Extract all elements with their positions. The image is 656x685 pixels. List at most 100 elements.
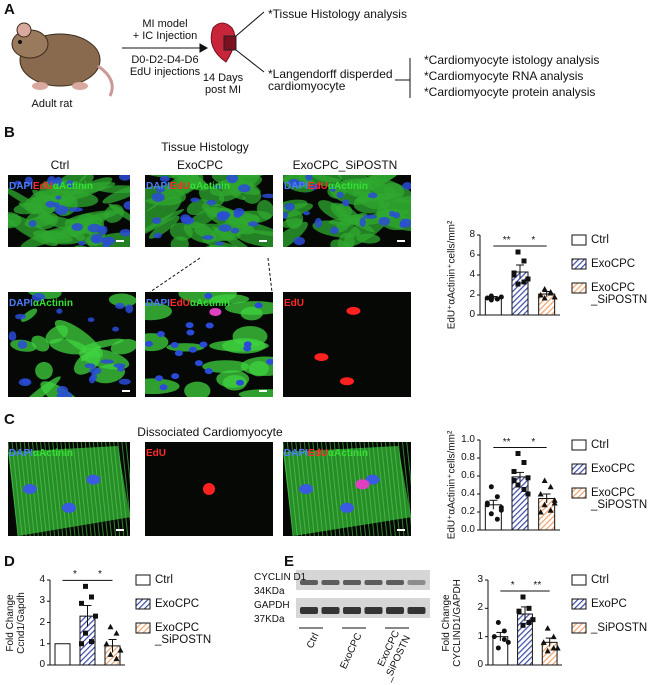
striation (48, 442, 60, 536)
striation (333, 442, 345, 536)
y-tick-label: 0.0 (461, 524, 475, 535)
data-point (501, 628, 507, 634)
branch-label: *Tissue Histology analysis (268, 7, 407, 21)
data-point (103, 640, 110, 647)
y-tick-label: 2 (39, 616, 45, 628)
data-point (526, 620, 532, 625)
stain-name: DAPI (9, 448, 33, 459)
striation (283, 442, 294, 536)
stain-name: αActinin (327, 181, 368, 192)
striation (337, 442, 349, 536)
significance-label: * (98, 569, 102, 581)
data-point (494, 296, 500, 302)
legend-label: ExoCPC _SiPOSTN (591, 487, 648, 511)
blot-band (407, 607, 426, 614)
stain-name: DAPI (146, 181, 170, 192)
nucleus (145, 340, 153, 347)
striation (44, 442, 56, 536)
stain-name: αActinin (189, 181, 230, 192)
data-point (537, 509, 544, 515)
striation (84, 442, 96, 536)
legend-swatch (571, 574, 587, 586)
y-axis-label: Fold Change CYCLIND1/GAPDH (441, 578, 463, 667)
data-point (79, 600, 84, 606)
nucleus (84, 363, 96, 369)
striation (40, 442, 52, 536)
fiber (20, 308, 38, 322)
nucleus (155, 187, 166, 193)
data-point (547, 290, 554, 296)
fiber (173, 180, 192, 194)
legend-swatch (135, 598, 151, 610)
data-point (113, 655, 120, 662)
data-point (498, 294, 504, 300)
fiber (225, 301, 273, 315)
stain-name: DAPI (284, 448, 308, 459)
nucleus (378, 216, 391, 226)
fiber (218, 175, 262, 202)
blot-band (300, 607, 318, 614)
branch-label: *Langendorff disperded cardiomyocyte (268, 67, 393, 93)
nucleus (22, 484, 37, 494)
blot-band (343, 607, 361, 614)
nucleus (342, 199, 350, 207)
nucleus (62, 502, 76, 513)
striation (96, 442, 108, 536)
nucleus (78, 240, 86, 246)
fiber (256, 199, 273, 220)
fiber (318, 200, 349, 221)
size-label: 34KDa (254, 586, 285, 597)
legend-label: ExoCPC (591, 463, 636, 475)
nucleus (87, 223, 102, 233)
fiber (108, 293, 136, 307)
nucleus (156, 331, 165, 338)
stain-label: EdU (284, 298, 304, 310)
nucleus (215, 241, 224, 246)
striation (64, 442, 76, 536)
fiber (102, 184, 130, 204)
data-point (488, 297, 494, 303)
nucleus (170, 342, 179, 349)
schematic-connectors (122, 11, 411, 293)
nucleus (283, 211, 288, 219)
data-point (501, 637, 507, 642)
data-point (525, 491, 531, 497)
data-point (550, 645, 557, 651)
edu-signal (346, 306, 361, 315)
striation (389, 442, 401, 536)
data-point (515, 451, 521, 456)
stain-name: DAPI (146, 298, 170, 309)
significance-label: ** (502, 436, 511, 448)
legend-swatch (135, 622, 151, 634)
rat-illustration (11, 22, 114, 97)
nucleus (199, 341, 208, 348)
stain-name: EdU (146, 448, 166, 459)
data-point (521, 460, 527, 465)
nucleus (238, 184, 251, 193)
data-point (484, 295, 490, 301)
band-label: GAPDH (254, 600, 290, 611)
data-point (541, 295, 548, 301)
data-point (521, 258, 527, 264)
nucleus (155, 375, 164, 382)
group-label: Ctrl (50, 158, 70, 172)
nucleus (329, 226, 339, 234)
data-point (494, 516, 500, 522)
edu-nucleus (355, 479, 370, 490)
nucleus (359, 217, 366, 228)
significance-label: * (73, 569, 77, 581)
nucleus (68, 207, 83, 212)
y-tick-label: 0 (477, 659, 483, 670)
striation (60, 442, 72, 536)
y-tick-label: 3 (477, 574, 483, 585)
fiber (145, 333, 169, 352)
fiber (377, 196, 411, 222)
data-point (551, 294, 558, 300)
panel-label: B (4, 124, 15, 141)
striation (56, 442, 68, 536)
nucleus (118, 175, 130, 181)
striation (105, 442, 117, 536)
data-point (537, 292, 544, 298)
group-label: ExoCPC (176, 158, 224, 172)
legend-label: _SiPOSTN (591, 622, 648, 634)
